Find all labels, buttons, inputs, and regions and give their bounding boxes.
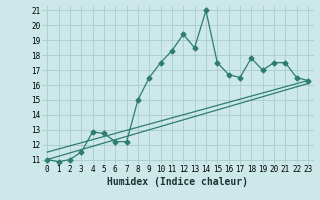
X-axis label: Humidex (Indice chaleur): Humidex (Indice chaleur) xyxy=(107,177,248,187)
